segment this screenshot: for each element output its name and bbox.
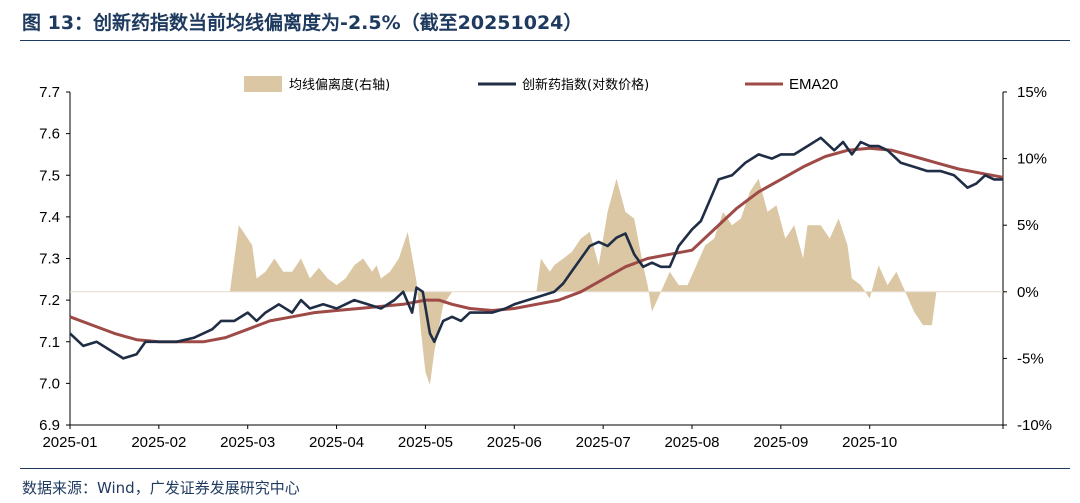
chart-title: 图 13：创新药指数当前均线偏离度为-2.5%（截至20251024）	[22, 12, 583, 34]
x-tick-label: 2025-07	[576, 434, 631, 451]
x-tick-label: 2025-02	[131, 434, 186, 451]
x-tick-label: 2025-10	[842, 434, 897, 451]
legend-label-index: 创新药指数(对数价格)	[522, 77, 649, 93]
deviation-area	[536, 178, 937, 326]
left-tick-label: 7.2	[39, 292, 60, 309]
title-divider	[20, 40, 1070, 41]
deviation-area-layer	[70, 178, 1003, 385]
source-divider	[20, 468, 1070, 469]
x-tick-label: 2025-04	[309, 434, 364, 451]
legend-label-ema20: EMA20	[789, 76, 838, 93]
x-tick-label: 2025-03	[220, 434, 275, 451]
right-tick-label: 15%	[1017, 84, 1047, 101]
left-tick-label: 7.1	[39, 334, 60, 351]
left-tick-label: 6.9	[39, 417, 60, 434]
left-tick-label: 7.4	[39, 209, 60, 226]
right-tick-label: 5%	[1017, 217, 1039, 234]
legend-label-deviation: 均线偏离度(右轴)	[289, 77, 390, 93]
legend: 均线偏离度(右轴) 创新药指数(对数价格) EMA20	[244, 76, 838, 93]
lines-layer	[69, 136, 1004, 360]
x-tick-label: 2025-06	[487, 434, 542, 451]
x-tick-label: 2025-09	[753, 434, 808, 451]
left-tick-label: 7.5	[39, 167, 60, 184]
left-tick-label: 7.6	[39, 126, 60, 143]
source-note: 数据来源：Wind，广发证券发展研究中心	[22, 479, 300, 497]
legend-swatch-deviation	[244, 76, 282, 92]
index-line	[69, 136, 1003, 360]
right-tick-label: -10%	[1017, 417, 1052, 434]
chart-svg: 6.9 7.0 7.1 7.2 7.3 7.4 7.5 7.6 7.7 -10% -5% 0% 5% 10…	[39, 76, 1052, 451]
right-tick-label: -5%	[1017, 350, 1044, 367]
x-tick-label: 2025-05	[398, 434, 453, 451]
left-tick-label: 7.7	[39, 84, 60, 101]
x-tick-label: 2025-08	[664, 434, 719, 451]
right-tick-label: 0%	[1017, 284, 1039, 301]
x-tick-label: 2025-01	[42, 434, 97, 451]
axes-layer: 6.9 7.0 7.1 7.2 7.3 7.4 7.5 7.6 7.7 -10% -5% 0% 5% 10…	[39, 84, 1052, 451]
deviation-area	[229, 225, 453, 385]
left-tick-label: 7.0	[39, 375, 60, 392]
right-tick-label: 10%	[1017, 151, 1047, 168]
ema20-line	[69, 146, 1004, 344]
left-tick-label: 7.3	[39, 251, 60, 268]
